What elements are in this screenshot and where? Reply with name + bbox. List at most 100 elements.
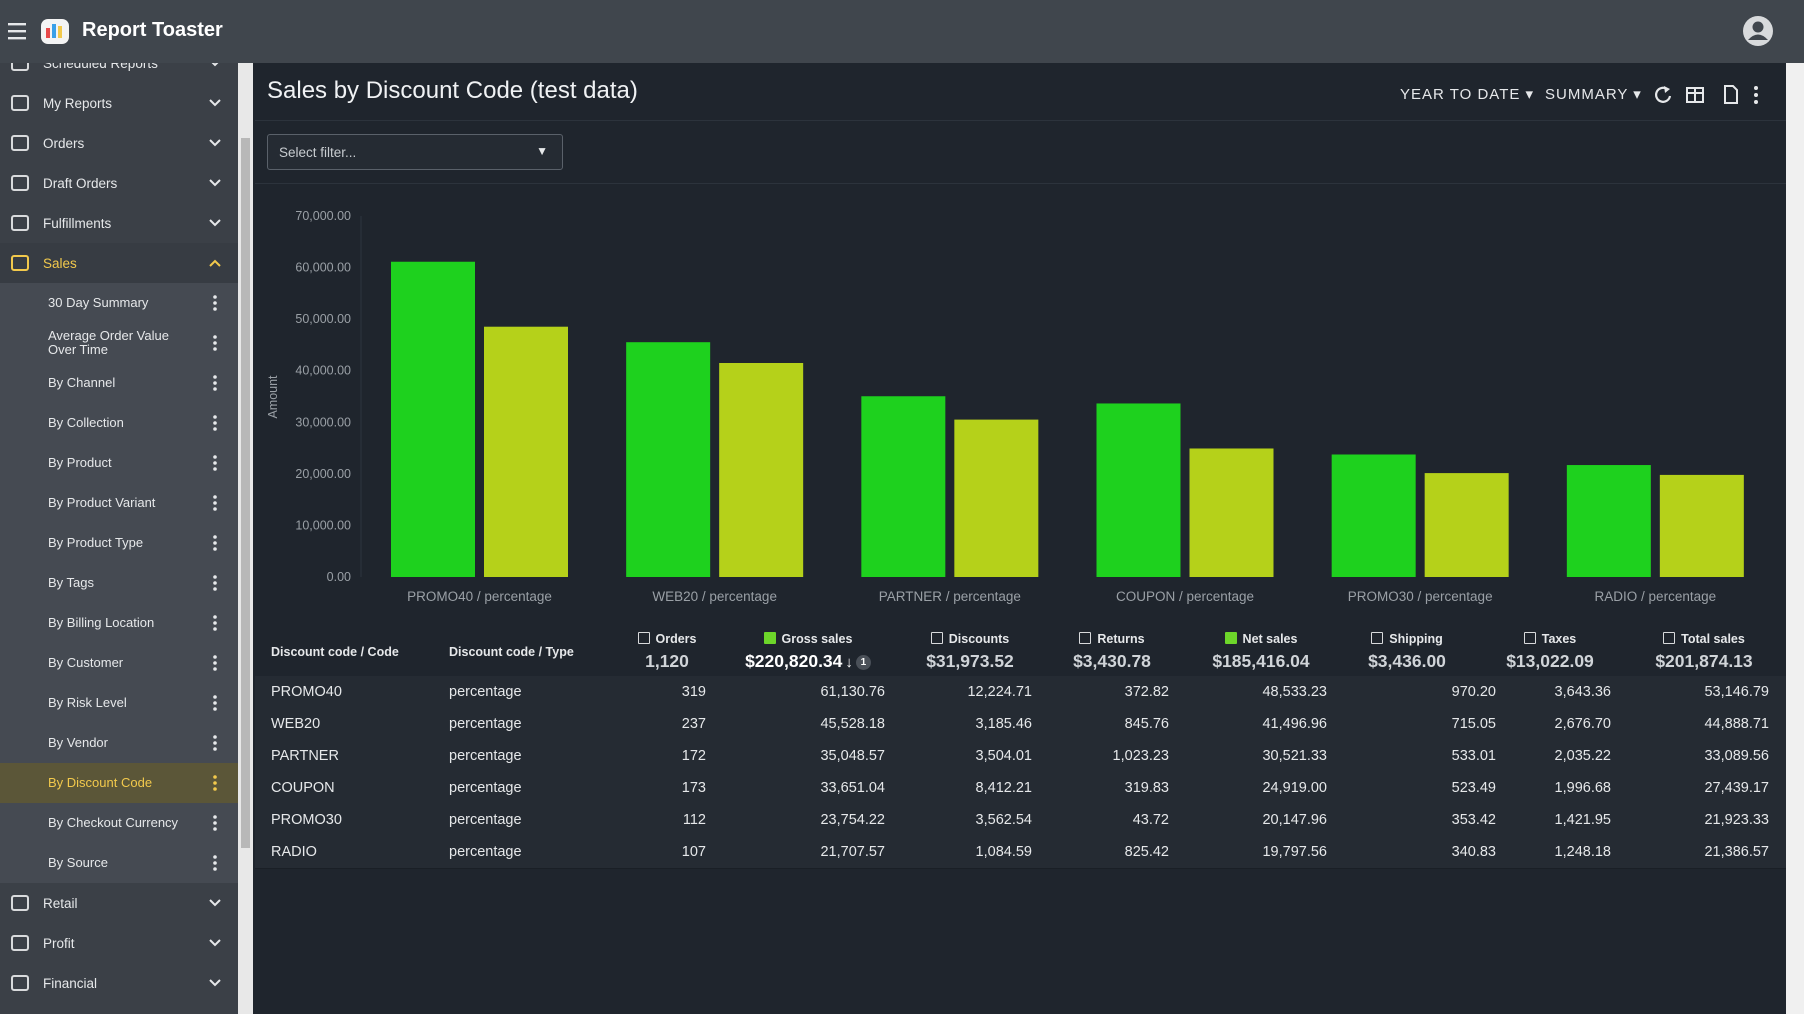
nav-sub-item[interactable]: By Discount Code xyxy=(0,763,238,803)
nav-icon-shape xyxy=(12,976,28,990)
table-cell: 970.20 xyxy=(1336,676,1496,708)
x-tick-label: PROMO30 / percentage xyxy=(1348,589,1493,604)
table-cell: 24,919.00 xyxy=(1167,772,1327,804)
table-cell: WEB20 xyxy=(271,708,320,740)
nav-label: By Risk Level xyxy=(48,696,127,710)
item-menu xyxy=(212,775,218,791)
y-tick-label: 70,000.00 xyxy=(295,209,351,223)
y-tick-label: 0.00 xyxy=(327,570,351,584)
item-menu xyxy=(212,735,218,751)
table-cell: 3,504.01 xyxy=(872,740,1032,772)
bar xyxy=(1332,454,1416,577)
column-header: Net sales xyxy=(1161,632,1361,646)
table-cell: 61,130.76 xyxy=(725,676,885,708)
table-row xyxy=(255,804,1786,837)
dot xyxy=(213,655,217,659)
table-cell: 20,147.96 xyxy=(1167,804,1327,836)
nav-sub-item[interactable]: By Customer xyxy=(0,643,238,683)
column-label: Discounts xyxy=(949,632,1009,646)
column-header: Shipping xyxy=(1307,632,1507,646)
table-cell: 33,089.56 xyxy=(1609,740,1769,772)
table-cell: 3,185.46 xyxy=(872,708,1032,740)
column-checkbox[interactable] xyxy=(1225,632,1237,644)
bar xyxy=(861,396,945,577)
dot xyxy=(213,867,217,871)
table-header-bg xyxy=(255,627,1786,677)
table-cell: COUPON xyxy=(271,772,335,804)
nav-sub-item[interactable]: By Checkout Currency xyxy=(0,803,238,843)
nav-item[interactable]: Profit xyxy=(0,923,238,963)
column-label: Shipping xyxy=(1389,632,1442,646)
nav-icon xyxy=(10,973,32,993)
column-checkbox[interactable] xyxy=(638,632,650,644)
dot xyxy=(213,741,217,745)
x-tick-label: RADIO / percentage xyxy=(1595,589,1717,604)
x-tick-label: COUPON / percentage xyxy=(1116,589,1254,604)
table-cell: 1,023.23 xyxy=(1009,740,1169,772)
table-cell: 1,996.68 xyxy=(1451,772,1611,804)
bar xyxy=(954,420,1038,577)
nav-item[interactable]: Retail xyxy=(0,883,238,923)
table-cell: 2,676.70 xyxy=(1451,708,1611,740)
table-row xyxy=(255,676,1786,709)
table-cell: 319 xyxy=(546,676,706,708)
y-tick-label: 40,000.00 xyxy=(295,364,351,378)
table-cell: 53,146.79 xyxy=(1609,676,1769,708)
nav-sub-item[interactable]: By Vendor xyxy=(0,723,238,763)
table-cell: 8,412.21 xyxy=(872,772,1032,804)
bar xyxy=(391,262,475,577)
table-cell: 533.01 xyxy=(1336,740,1496,772)
table-cell: 45,528.18 xyxy=(725,708,885,740)
column-checkbox[interactable] xyxy=(1371,632,1383,644)
dot xyxy=(213,781,217,785)
column-total: $13,022.09 xyxy=(1450,651,1650,672)
total-value: $185,416.04 xyxy=(1212,651,1309,671)
table-cell: 3,562.54 xyxy=(872,804,1032,836)
column-label: Returns xyxy=(1097,632,1144,646)
chevron-path xyxy=(210,940,220,945)
table-row xyxy=(255,772,1786,805)
column-header: Gross sales xyxy=(708,632,908,646)
column-checkbox[interactable] xyxy=(1524,632,1536,644)
column-checkbox[interactable] xyxy=(764,632,776,644)
bar xyxy=(1425,473,1509,577)
nav-icon xyxy=(10,893,32,913)
table-cell: 33,651.04 xyxy=(725,772,885,804)
bar xyxy=(1660,475,1744,577)
column-header: Total sales xyxy=(1604,632,1804,646)
column-checkbox[interactable] xyxy=(1079,632,1091,644)
table-row xyxy=(255,740,1786,773)
table-cell: 845.76 xyxy=(1009,708,1169,740)
table-cell: 1,084.59 xyxy=(872,836,1032,868)
chevron xyxy=(208,978,222,988)
dot xyxy=(213,855,217,859)
column-checkbox[interactable] xyxy=(931,632,943,644)
nav-label: Financial xyxy=(43,976,97,991)
table-cell: 173 xyxy=(546,772,706,804)
x-tick-label: PARTNER / percentage xyxy=(879,589,1021,604)
column-label: Orders xyxy=(656,632,697,646)
nav-sub-item[interactable]: By Source xyxy=(0,843,238,883)
table-cell: RADIO xyxy=(271,836,317,868)
nav-sub-item[interactable]: By Risk Level xyxy=(0,683,238,723)
bar xyxy=(719,363,803,577)
dot xyxy=(213,661,217,665)
table-cell: 23,754.22 xyxy=(725,804,885,836)
table-cell: PROMO40 xyxy=(271,676,342,708)
table-cell: 372.82 xyxy=(1009,676,1169,708)
total-value: $3,430.78 xyxy=(1073,651,1151,671)
table-cell: 27,439.17 xyxy=(1609,772,1769,804)
nav-item[interactable]: Financial xyxy=(0,963,238,1003)
total-value: $31,973.52 xyxy=(926,651,1014,671)
item-menu xyxy=(212,655,218,671)
column-total: $31,973.52 xyxy=(870,651,1070,672)
column-checkbox[interactable] xyxy=(1663,632,1675,644)
nav-label: Profit xyxy=(43,936,75,951)
total-value: $3,436.00 xyxy=(1368,651,1446,671)
table-cell: 12,224.71 xyxy=(872,676,1032,708)
dot xyxy=(213,861,217,865)
column-header: Discounts xyxy=(870,632,1070,646)
dot xyxy=(213,821,217,825)
page-scrollbar xyxy=(1786,63,1804,1014)
